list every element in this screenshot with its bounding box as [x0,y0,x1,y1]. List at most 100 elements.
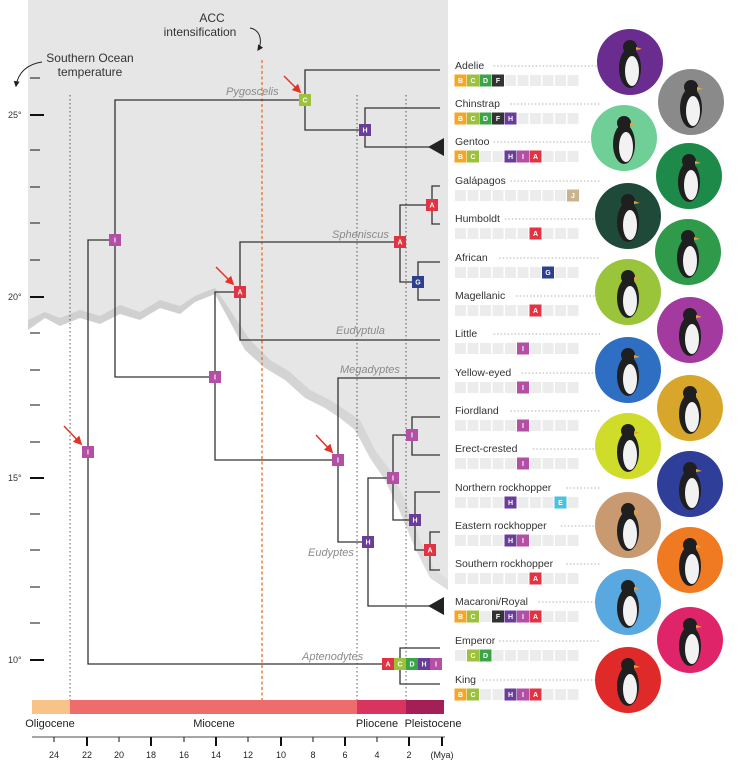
penguin-photos [591,29,724,713]
empty-slot [492,382,504,393]
empty-slot [467,228,479,239]
penguin-belly [623,596,637,626]
time-axis: 24 22 20 18 16 14 12 10 8 6 4 2 (Mya) [32,736,454,760]
node-tag-16-letter: C [397,662,402,669]
penguin-beak [696,315,702,318]
empty-slot [567,535,579,546]
species-name: Eastern rockhopper [455,520,547,532]
time-tick-label: 12 [243,750,253,760]
species-code-A: A [529,304,542,317]
species-code-H: H [504,688,517,701]
penguin-head [684,80,698,94]
species-code-C-box [467,688,479,701]
species-code-H-letter: H [508,500,513,507]
red-arrow-icon [283,75,302,94]
node-tag-19: I [430,658,442,670]
species-code-A-box [529,304,542,317]
species-code-D-letter: D [483,653,488,660]
species-row: King B C H I A [454,674,600,701]
empty-slot [542,343,554,354]
empty-slot [505,650,516,661]
node-tag-2: A [394,236,406,248]
empty-slot [467,420,479,431]
species-code-F-box [492,74,504,87]
node-tag-7-letter: I [214,375,216,382]
epoch-pliocene-label: Pliocene [356,718,398,730]
node-tag-0: C [299,94,311,106]
node-tag-18-box [418,658,430,670]
penguin-beak [634,355,640,358]
empty-slot [555,113,566,124]
penguin-head [683,386,697,400]
node-tag-11-box [409,514,421,526]
empty-slot [455,573,466,584]
empty-slot [455,535,466,546]
empty-slot [555,573,566,584]
penguin-head [683,308,697,322]
time-tick-label: 24 [49,750,59,760]
node-tag-15-letter: A [385,662,390,669]
species-row: Adelie B C D F [454,60,600,87]
species-row: Humboldt A [455,213,600,240]
species-code-A: A [529,227,542,240]
species-code-D: D [479,649,492,662]
species-code-A-box [529,610,542,623]
species-code-D: D [479,112,492,125]
species-code-B-box [454,610,467,623]
penguin-beak [696,469,702,472]
node-tag-9-letter: I [411,433,413,440]
penguin-photo-icon [597,29,663,95]
empty-slot [567,151,579,162]
empty-slot [542,611,554,622]
species-code-I-box [517,610,529,623]
node-tag-12: I [82,446,94,458]
penguin-belly [685,634,699,664]
empty-slot [542,305,554,316]
species-code-H-box [504,534,517,547]
species-row: Magellanic A [455,290,600,317]
time-tick-label: (Mya) [431,750,454,760]
species-code-C-box [467,112,479,125]
node-tag-17-letter: D [409,662,414,669]
species-code-B-letter: B [458,154,463,161]
epoch-bar: Oligocene Miocene Pliocene Pleistocene [25,700,461,730]
penguin-head [621,194,635,208]
species-row: Southern rockhopper A [455,558,600,585]
empty-slot [467,497,479,508]
empty-slot [542,689,554,700]
species-code-A-letter: A [533,308,538,315]
empty-slot [492,573,504,584]
ytick-10: 10° [8,655,22,665]
species-code-C: C [467,688,479,701]
empty-slot [542,420,554,431]
empty-slot [455,190,466,201]
species-code-B-letter: B [458,116,463,123]
empty-slot [480,535,491,546]
species-code-B: B [454,74,467,87]
empty-slot [530,267,541,278]
empty-slot [480,190,491,201]
node-tag-6-letter: A [237,290,242,297]
species-code-B-letter: B [458,692,463,699]
empty-slot [555,611,566,622]
ocean-title-line2: temperature [58,65,123,79]
empty-slot [567,267,579,278]
node-tag-4-box [412,276,424,288]
ocean-curved-arrow-icon [13,61,43,88]
species-code-C-letter: C [470,154,475,161]
species-code-F-letter: F [496,78,501,85]
penguin-head [621,580,635,594]
empty-slot [517,75,529,86]
species-code-A-box [529,150,542,163]
species-code-A-letter: A [533,231,538,238]
empty-slot [467,535,479,546]
empty-slot [567,113,579,124]
penguin-belly [686,96,700,126]
species-code-I-box [517,688,529,701]
acc-title-line1: ACC [199,11,225,25]
empty-slot [492,689,504,700]
empty-slot [505,420,516,431]
species-name: Southern rockhopper [455,558,554,570]
phylogenetic-tree [87,69,440,685]
node-tag-16-box [394,658,406,670]
